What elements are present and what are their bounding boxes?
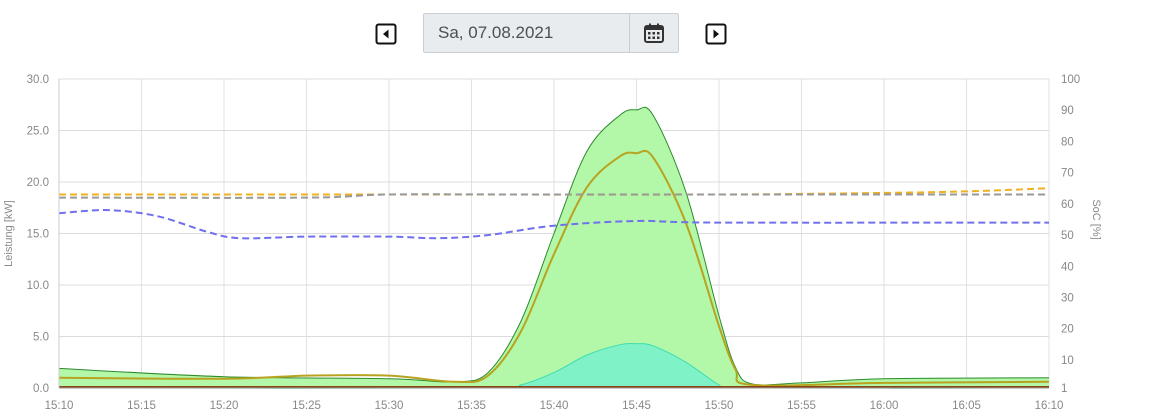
series-line-1 <box>58 149 1050 387</box>
next-day-button[interactable] <box>705 23 727 45</box>
prev-day-button[interactable] <box>375 23 397 45</box>
caret-right-square-icon <box>705 23 727 45</box>
date-value[interactable]: Sa, 07.08.2021 <box>438 23 554 42</box>
y-tick-label: 30.0 <box>27 74 49 86</box>
y2-tick-label: 80 <box>1061 136 1074 148</box>
y2-tick-label: 60 <box>1061 199 1074 211</box>
series-line-6 <box>58 209 1050 240</box>
x-tick-label: 15:25 <box>292 400 321 412</box>
x-tick-label: 15:55 <box>787 400 816 412</box>
y2-tick-label: 100 <box>1061 74 1080 86</box>
series-line-5 <box>58 193 1049 199</box>
y2-axis-title: SoC [%] <box>1090 199 1102 239</box>
x-tick-label: 15:40 <box>540 400 569 412</box>
y-tick-label: 5.0 <box>33 332 49 344</box>
calendar-button[interactable] <box>629 14 678 52</box>
y-tick-label: 0.0 <box>33 383 49 395</box>
calendar-icon <box>644 23 664 43</box>
y2-tick-label: 90 <box>1061 105 1074 117</box>
y-tick-label: 15.0 <box>27 229 49 241</box>
series-area-2 <box>59 343 1049 389</box>
y2-tick-label: 20 <box>1061 324 1074 336</box>
x-tick-label: 16:00 <box>870 400 899 412</box>
y-tick-label: 20.0 <box>27 177 49 189</box>
x-tick-label: 15:30 <box>375 400 404 412</box>
x-tick-label: 15:35 <box>457 400 486 412</box>
y2-tick-label: 50 <box>1061 230 1074 242</box>
x-tick-label: 15:50 <box>705 400 734 412</box>
series-area-0 <box>59 107 1049 388</box>
y2-tick-label: 40 <box>1061 261 1074 273</box>
x-tick-label: 15:10 <box>45 400 74 412</box>
date-navigation: Sa, 07.08.2021 <box>0 13 1155 55</box>
x-tick-label: 15:15 <box>127 400 156 412</box>
y2-tick-label: 30 <box>1061 292 1074 304</box>
y2-tick-label: 70 <box>1061 168 1074 180</box>
date-picker[interactable]: Sa, 07.08.2021 <box>423 13 679 53</box>
y2-tick-label: 1 <box>1061 383 1067 395</box>
x-tick-label: 16:05 <box>952 400 981 412</box>
x-tick-label: 15:45 <box>622 400 651 412</box>
caret-left-square-icon <box>375 23 397 45</box>
x-tick-label: 16:10 <box>1035 400 1064 412</box>
y-axis-title: Leistung [kW] <box>3 200 15 267</box>
x-tick-label: 15:20 <box>210 400 239 412</box>
y2-tick-label: 10 <box>1061 355 1074 367</box>
y-tick-label: 10.0 <box>27 280 49 292</box>
y-tick-label: 25.0 <box>27 126 49 138</box>
